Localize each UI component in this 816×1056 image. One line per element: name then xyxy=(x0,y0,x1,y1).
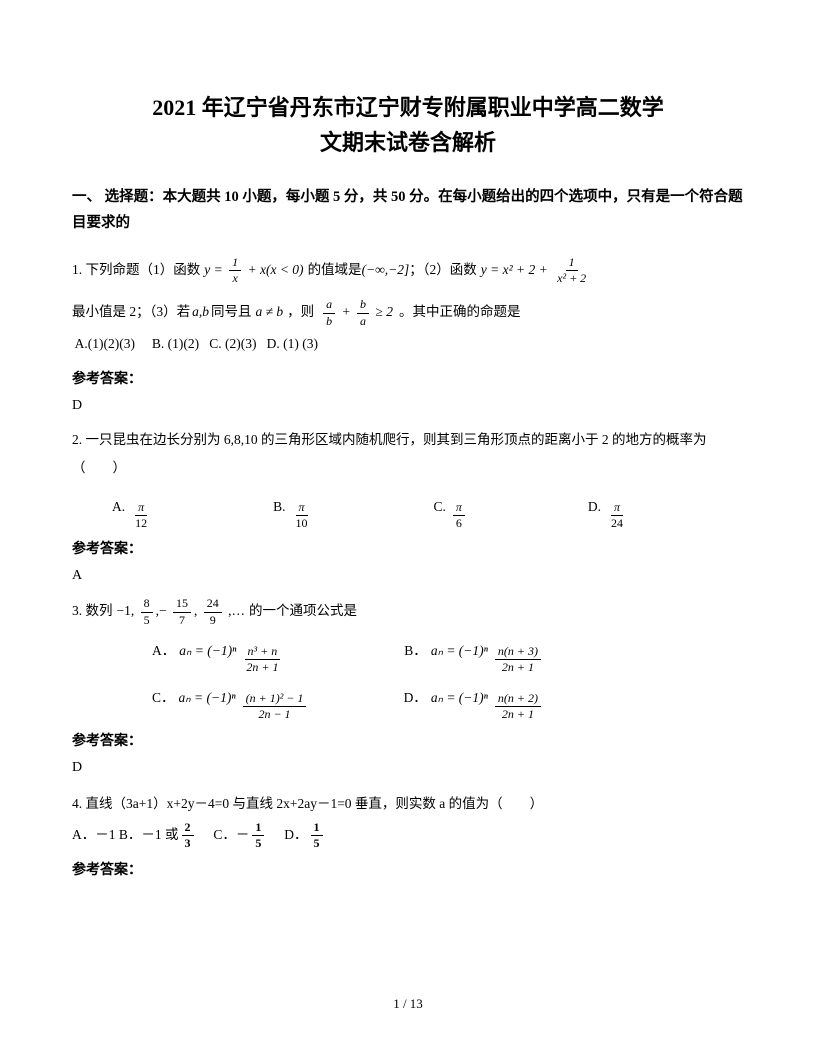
q4-answer-label: 参考答案： xyxy=(72,859,744,879)
q1-line2a: 最小值是 2；（3）若 xyxy=(72,297,190,327)
q1-range: (−∞,−2] xyxy=(362,255,410,285)
q3-answer: D xyxy=(72,760,744,776)
q3-seq: −1, 85,− 157, 249 ,… xyxy=(117,596,246,627)
q3-options-row1: A．aₙ = (−1)ⁿn³ + n2n + 1 B．aₙ = (−1)ⁿn(n… xyxy=(152,635,744,674)
q1-pre: 1. 下列命题（1）函数 xyxy=(72,255,200,285)
q1-neq: a ≠ b xyxy=(256,297,284,327)
q1-answer-label: 参考答案： xyxy=(72,368,744,388)
q1-ineq: ab + ba ≥ 2 xyxy=(320,297,393,328)
q1-answer: D xyxy=(72,398,744,414)
q1-options: A.(1)(2)(3) B. (1)(2) C. (2)(3) D. (1) (… xyxy=(72,328,744,360)
q3-pre: 3. 数列 xyxy=(72,596,113,626)
title-line-1: 2021 年辽宁省丹东市辽宁财专附属职业中学高二数学 xyxy=(72,90,744,125)
q1-line2b: 同号且 xyxy=(211,297,252,327)
q1-mid2: ；（2）函数 xyxy=(409,255,477,285)
q2-text: 2. 一只昆虫在边长分别为 6,8,10 的三角形区域内随机爬行，则其到三角形顶… xyxy=(72,426,744,483)
q2-answer-label: 参考答案： xyxy=(72,538,744,558)
q2-options: A.π12 B.π10 C.π6 D.π24 xyxy=(112,491,744,530)
question-2: 2. 一只昆虫在边长分别为 6,8,10 的三角形区域内随机爬行，则其到三角形顶… xyxy=(72,426,744,530)
q3-post: 的一个通项公式是 xyxy=(249,596,357,626)
q2-answer: A xyxy=(72,568,744,584)
page-title: 2021 年辽宁省丹东市辽宁财专附属职业中学高二数学 文期末试卷含解析 xyxy=(72,90,744,160)
question-4: 4. 直线（3a+1）x+2y－4=0 与直线 2x+2ay－1=0 垂直，则实… xyxy=(72,788,744,851)
q1-fn2: y = x² + 2 + 1x² + 2 xyxy=(481,255,592,286)
section-1-header: 一、 选择题：本大题共 10 小题，每小题 5 分，共 50 分。在每小题给出的… xyxy=(72,184,744,236)
title-line-2: 文期末试卷含解析 xyxy=(72,125,744,160)
q1-fn1: y = 1x + x(x < 0) xyxy=(204,255,303,286)
q3-answer-label: 参考答案： xyxy=(72,730,744,750)
question-3: 3. 数列 −1, 85,− 157, 249 ,… 的一个通项公式是 A．aₙ… xyxy=(72,596,744,721)
q3-options-row2: C．aₙ = (−1)ⁿ(n + 1)² − 12n − 1 D．aₙ = (−… xyxy=(152,682,744,721)
q1-mid1: 的值域是 xyxy=(308,255,362,285)
q1-line2d: 。其中正确的命题是 xyxy=(399,297,521,327)
q1-ab: a,b xyxy=(192,297,209,327)
question-1: 1. 下列命题（1）函数 y = 1x + x(x < 0) 的值域是 (−∞,… xyxy=(72,255,744,361)
q4-options: A．－1 B．－1 或23 C．－15 D．15 xyxy=(72,820,744,851)
q1-line2c: ，则 xyxy=(287,297,314,327)
q4-text: 4. 直线（3a+1）x+2y－4=0 与直线 2x+2ay－1=0 垂直，则实… xyxy=(72,788,744,820)
page-number: 1 / 13 xyxy=(0,996,816,1012)
